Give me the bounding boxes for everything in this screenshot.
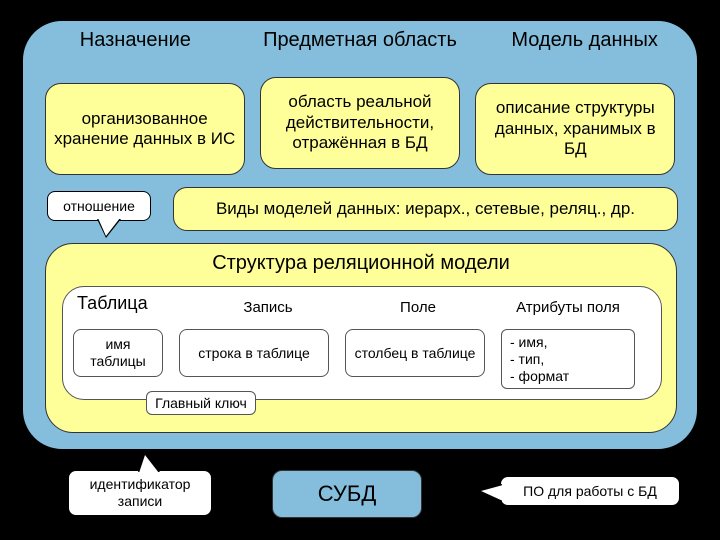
callout-po: ПО для работы с БД	[500, 476, 680, 506]
callout-id: идентификатор записи	[68, 470, 212, 516]
box-domain: область реальной действительности, отраж…	[260, 77, 460, 169]
box-field: столбец в таблице	[345, 329, 485, 377]
col-attrs: Атрибуты поля	[493, 299, 643, 316]
box-record: строка в таблице	[179, 329, 329, 377]
main-panel: Назначение Предметная область Модель дан…	[22, 20, 698, 450]
struct-title: Структура реляционной модели	[46, 252, 676, 275]
key-box: Главный ключ	[146, 391, 256, 415]
col-record: Запись	[193, 299, 343, 316]
box-purpose: организованное хранение данных в ИС	[45, 83, 245, 175]
models-box: Виды моделей данных: иерарх., сетевые, р…	[173, 187, 678, 231]
sub-boxes-row: имя таблицы строка в таблице столбец в т…	[73, 329, 635, 389]
top-boxes-row: организованное хранение данных в ИС обла…	[23, 83, 697, 175]
callout-relation: отношение	[47, 191, 151, 221]
sub-titles-row: Запись Поле Атрибуты поля	[193, 299, 653, 316]
struct-panel: Структура реляционной модели Таблица Зап…	[45, 243, 677, 433]
table-panel: Таблица Запись Поле Атрибуты поля имя та…	[62, 286, 662, 400]
title-model: Модель данных	[485, 29, 685, 52]
title-domain: Предметная область	[260, 29, 460, 52]
box-name: имя таблицы	[73, 329, 163, 377]
col-field: Поле	[343, 299, 493, 316]
subd-box: СУБД	[272, 470, 422, 518]
top-titles-row: Назначение Предметная область Модель дан…	[23, 29, 697, 52]
title-purpose: Назначение	[35, 29, 235, 52]
box-model: описание структуры данных, хранимых в БД	[475, 83, 675, 175]
box-attrs: - имя, - тип, - формат	[501, 329, 635, 389]
table-title: Таблица	[77, 293, 148, 314]
